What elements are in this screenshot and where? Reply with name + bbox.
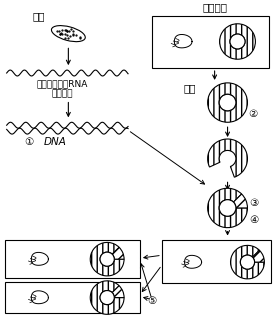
Wedge shape (90, 242, 124, 276)
Wedge shape (90, 281, 124, 314)
Text: DNA: DNA (44, 137, 67, 147)
Text: 反转录鉦: 反转录鉦 (52, 89, 73, 98)
Bar (152, 16, 269, 68)
Bar (5, 282, 140, 313)
Text: 原胰岛素信使RNA: 原胰岛素信使RNA (37, 79, 88, 88)
Wedge shape (112, 247, 124, 259)
Text: ①: ① (24, 137, 33, 147)
Wedge shape (208, 139, 247, 177)
Polygon shape (185, 255, 202, 268)
Polygon shape (31, 291, 48, 304)
Circle shape (219, 94, 236, 111)
Wedge shape (252, 250, 264, 262)
Wedge shape (230, 246, 264, 279)
Wedge shape (220, 24, 255, 59)
Text: 大肠杆菌: 大肠杆菌 (202, 2, 227, 12)
Wedge shape (112, 286, 124, 298)
Circle shape (100, 252, 114, 266)
Text: ②: ② (248, 109, 257, 119)
Text: ④: ④ (249, 215, 258, 225)
Text: 胰腺: 胰腺 (32, 11, 45, 21)
Circle shape (240, 255, 255, 269)
Polygon shape (174, 34, 192, 48)
Wedge shape (208, 188, 247, 228)
Text: 质粒: 质粒 (183, 83, 196, 93)
Polygon shape (31, 252, 48, 265)
Circle shape (230, 34, 245, 49)
Ellipse shape (51, 26, 85, 42)
Wedge shape (234, 194, 247, 208)
Circle shape (219, 200, 236, 216)
Bar (162, 240, 271, 283)
Text: ③: ③ (249, 198, 258, 208)
Text: ⑤: ⑤ (147, 296, 157, 307)
Wedge shape (208, 83, 247, 122)
Circle shape (100, 290, 114, 305)
Bar (5, 240, 140, 278)
